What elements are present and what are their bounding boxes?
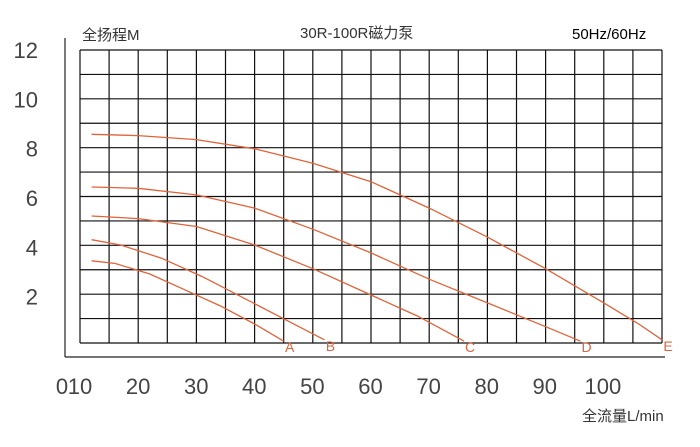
- x-tick-label: 30: [184, 374, 208, 399]
- y-tick-label: 2: [26, 285, 38, 310]
- y-tick-label: 8: [26, 137, 38, 162]
- x-tick-label: 50: [300, 374, 324, 399]
- x-tick-label: 0: [56, 374, 68, 399]
- y-tick-label: 6: [26, 186, 38, 211]
- y-tick-label: 4: [26, 235, 38, 260]
- series-label-e: E: [663, 338, 672, 354]
- series-line-e: [91, 133, 663, 341]
- x-tick-label: 60: [358, 374, 382, 399]
- series-line-d: [91, 186, 581, 342]
- series-label-b: B: [326, 338, 335, 354]
- y-tick-label: 10: [14, 87, 38, 112]
- x-tick-label: 70: [416, 374, 440, 399]
- y-axis-label: 全扬程M: [82, 27, 140, 44]
- chart-title: 30R-100R磁力泵: [300, 25, 414, 42]
- x-tick-label: 40: [242, 374, 266, 399]
- series-line-c: [91, 215, 465, 342]
- x-axis-label: 全流量L/min: [582, 408, 664, 425]
- x-tick-label: 100: [585, 374, 622, 399]
- series-line-a: [91, 260, 285, 342]
- series-line-b: [91, 239, 325, 341]
- x-tick-label: 90: [533, 374, 557, 399]
- x-tick-label: 20: [126, 374, 150, 399]
- x-tick-label: 80: [474, 374, 498, 399]
- series-label-a: A: [285, 339, 295, 355]
- series-label-d: D: [581, 339, 591, 355]
- x-tick-label: 10: [68, 374, 92, 399]
- series-label-c: C: [465, 339, 475, 355]
- y-tick-label: 12: [14, 38, 38, 63]
- frequency-label: 50Hz/60Hz: [572, 26, 647, 43]
